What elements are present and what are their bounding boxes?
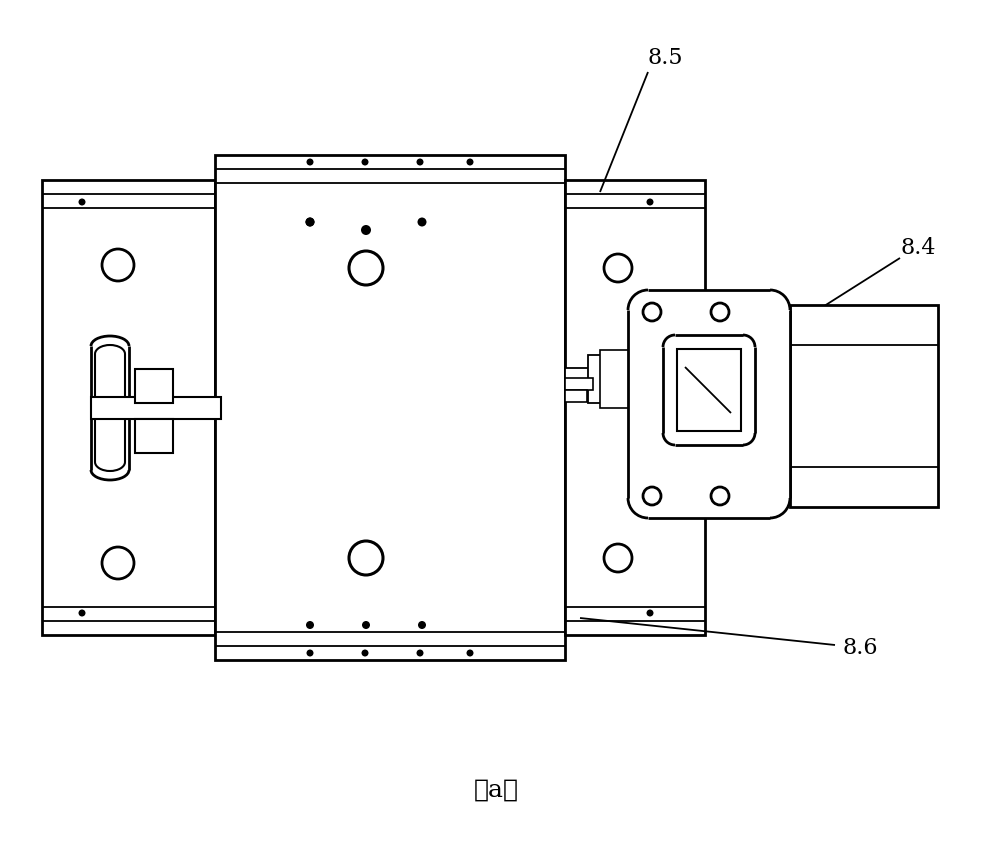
Text: 8.4: 8.4 [901, 237, 935, 259]
Circle shape [418, 621, 426, 629]
Bar [675, 335, 743, 445]
Circle shape [78, 198, 85, 205]
Circle shape [647, 198, 654, 205]
Bar [215, 155, 565, 660]
Circle shape [307, 650, 313, 656]
Bar [91, 397, 221, 419]
Circle shape [78, 610, 85, 617]
Circle shape [361, 650, 368, 656]
Circle shape [711, 303, 729, 321]
Circle shape [417, 158, 424, 165]
Circle shape [466, 650, 473, 656]
Circle shape [349, 251, 383, 285]
Circle shape [604, 254, 632, 282]
Bar [135, 369, 173, 403]
Bar [677, 349, 741, 431]
Circle shape [643, 487, 661, 505]
Circle shape [647, 610, 654, 617]
Text: 8.6: 8.6 [842, 637, 878, 659]
Circle shape [711, 487, 729, 505]
Bar [588, 355, 636, 403]
Bar [630, 292, 788, 516]
Circle shape [306, 217, 314, 227]
Bar [628, 310, 790, 498]
Bar [600, 350, 630, 408]
Circle shape [362, 621, 370, 629]
Bar [565, 368, 635, 390]
Bar [790, 305, 938, 507]
Circle shape [604, 544, 632, 572]
Bar [135, 419, 173, 453]
Circle shape [306, 621, 314, 629]
Bar [565, 180, 705, 635]
Bar [565, 390, 587, 402]
Bar [42, 180, 215, 635]
Circle shape [306, 217, 314, 227]
Circle shape [349, 541, 383, 575]
Bar [565, 378, 593, 390]
Circle shape [643, 303, 661, 321]
Circle shape [466, 158, 473, 165]
Circle shape [307, 158, 313, 165]
Text: （a）: （a） [473, 779, 519, 802]
Text: 8.5: 8.5 [647, 47, 682, 69]
Circle shape [418, 217, 427, 227]
Bar [648, 290, 770, 518]
Circle shape [361, 158, 368, 165]
Circle shape [361, 225, 371, 235]
Circle shape [102, 249, 134, 281]
Circle shape [102, 547, 134, 579]
Circle shape [417, 650, 424, 656]
Bar [663, 347, 755, 433]
